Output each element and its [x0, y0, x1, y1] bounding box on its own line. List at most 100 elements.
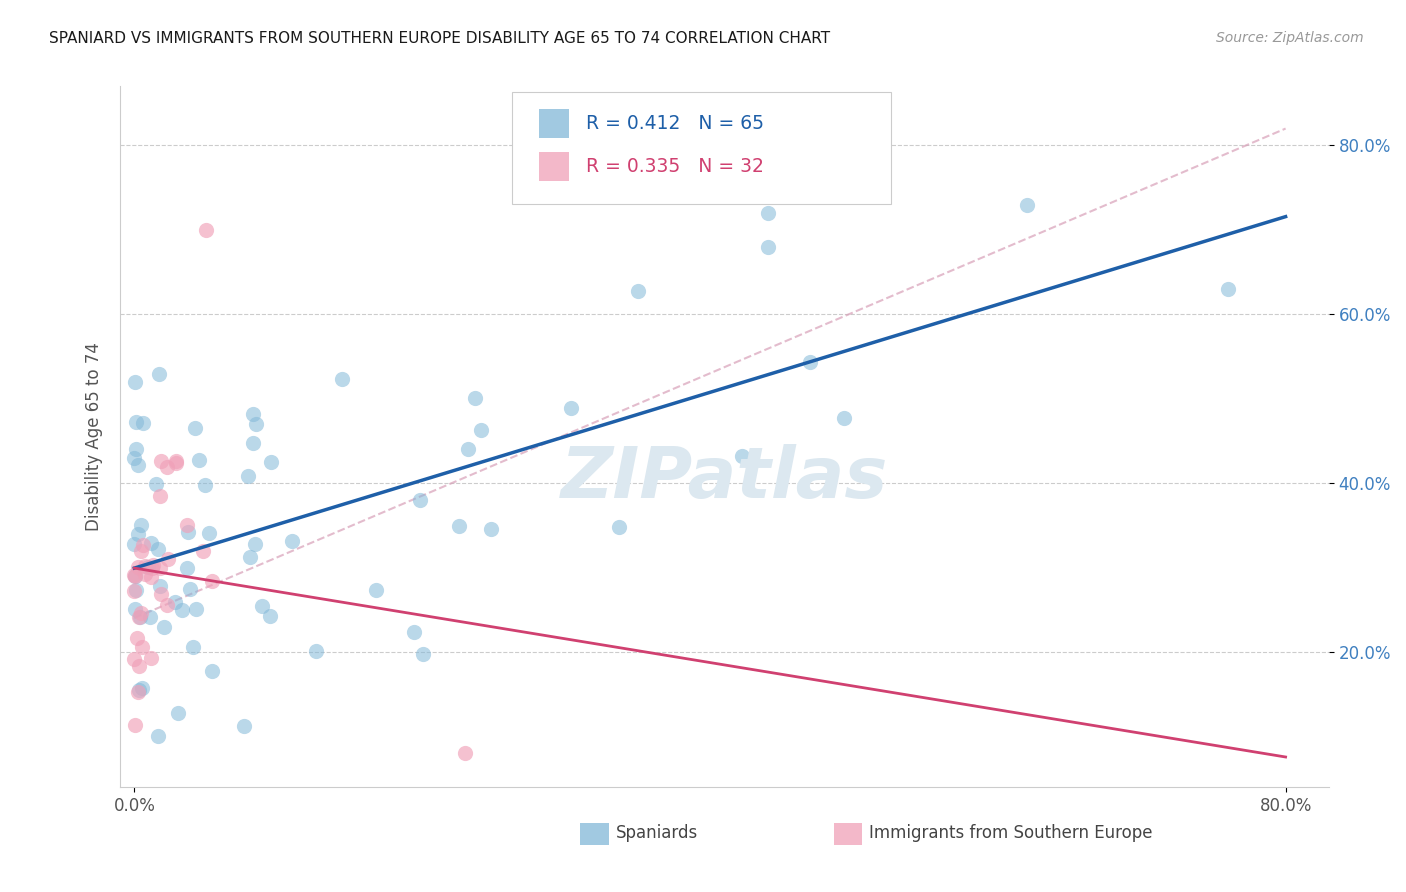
Point [149, 454, 172, 468]
Point [156, 459, 179, 474]
Point [139, 570, 162, 584]
Point [149, 587, 172, 601]
Point [1216, 282, 1239, 296]
Point [128, 659, 150, 673]
Point [281, 534, 304, 549]
Point [1015, 197, 1038, 211]
Point [124, 652, 146, 666]
Point [134, 566, 156, 581]
Point [124, 567, 146, 582]
Point [129, 543, 152, 558]
Point [132, 538, 155, 552]
Point [330, 372, 353, 386]
Point [181, 640, 204, 654]
Point [607, 520, 630, 534]
Point [134, 558, 156, 573]
Point [470, 423, 492, 437]
Point [124, 376, 146, 390]
Point [176, 518, 198, 533]
Point [124, 451, 146, 466]
Point [165, 453, 187, 467]
Point [156, 598, 179, 612]
Point [124, 569, 146, 583]
Point [163, 595, 186, 609]
Point [409, 493, 432, 508]
Point [242, 407, 264, 421]
Text: Source: ZipAtlas.com: Source: ZipAtlas.com [1216, 31, 1364, 45]
Point [165, 456, 187, 470]
Point [457, 442, 479, 457]
Y-axis label: Disability Age 65 to 74: Disability Age 65 to 74 [86, 343, 103, 531]
Point [127, 560, 149, 574]
Point [259, 609, 281, 624]
Point [127, 458, 149, 472]
Point [139, 650, 162, 665]
Point [124, 583, 146, 598]
Point [139, 610, 162, 624]
Text: Immigrants from Southern Europe: Immigrants from Southern Europe [869, 824, 1153, 842]
Point [131, 640, 153, 654]
Point [402, 624, 425, 639]
Point [127, 526, 149, 541]
Point [149, 561, 172, 575]
Point [232, 718, 254, 732]
Point [177, 525, 200, 540]
Point [305, 644, 328, 658]
Point [236, 469, 259, 483]
Point [148, 541, 170, 556]
Point [464, 391, 486, 405]
Point [142, 558, 165, 573]
Point [756, 206, 779, 220]
Point [124, 602, 146, 616]
Text: SPANIARD VS IMMIGRANTS FROM SOUTHERN EUROPE DISABILITY AGE 65 TO 74 CORRELATION : SPANIARD VS IMMIGRANTS FROM SOUTHERN EUR… [49, 31, 831, 46]
Point [125, 442, 148, 456]
Point [166, 706, 188, 720]
Point [560, 401, 582, 415]
Point [195, 223, 218, 237]
Point [149, 579, 172, 593]
Text: Spaniards: Spaniards [616, 824, 697, 842]
Point [149, 489, 172, 503]
Point [627, 285, 650, 299]
Point [481, 522, 503, 536]
Point [187, 452, 209, 467]
Point [125, 415, 148, 429]
Point [412, 647, 434, 661]
Point [141, 561, 163, 575]
Point [148, 367, 170, 381]
Point [124, 536, 146, 550]
Point [176, 561, 198, 575]
Point [141, 536, 163, 550]
Point [131, 681, 153, 695]
Point [201, 574, 224, 589]
Point [364, 582, 387, 597]
Point [239, 550, 262, 565]
Point [179, 582, 201, 596]
Point [201, 665, 224, 679]
Point [129, 606, 152, 620]
Point [454, 746, 477, 760]
Point [132, 416, 155, 430]
Point [136, 560, 159, 574]
Point [242, 435, 264, 450]
Point [184, 421, 207, 435]
Point [250, 599, 273, 613]
Point [731, 449, 754, 463]
Point [129, 610, 152, 624]
Point [834, 411, 856, 425]
Point [145, 477, 167, 491]
Point [127, 631, 149, 645]
Point [449, 519, 471, 533]
Point [172, 603, 194, 617]
Point [152, 620, 174, 634]
Point [124, 569, 146, 583]
Point [127, 685, 149, 699]
Point [157, 552, 180, 566]
Point [191, 544, 214, 558]
Point [243, 536, 266, 550]
Point [756, 240, 779, 254]
Point [245, 417, 267, 431]
Point [124, 718, 146, 732]
Text: R = 0.335   N = 32: R = 0.335 N = 32 [586, 157, 765, 176]
Point [129, 517, 152, 532]
